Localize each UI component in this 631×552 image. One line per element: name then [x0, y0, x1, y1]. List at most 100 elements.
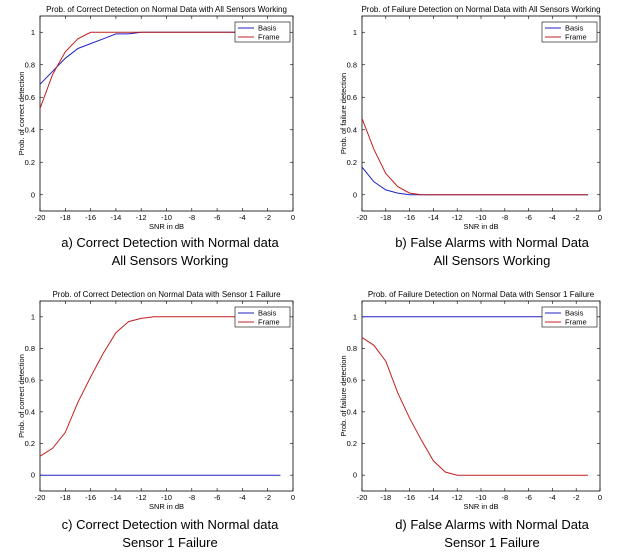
chart-a-ytick-label: 0 [31, 190, 35, 199]
chart-d-ytick-label: 0.8 [347, 344, 357, 353]
chart-a-xtick-label: -10 [161, 213, 172, 222]
chart-c-ytick-label: 0.6 [25, 376, 35, 385]
chart-a-xtick-label: -8 [188, 213, 195, 222]
chart-b-series-frame-line [361, 118, 589, 196]
chart-a-xtick-label: -18 [60, 213, 71, 222]
caption-b-line2: All Sensors Working [433, 253, 551, 268]
caption-b-line1: b) False Alarms with Normal Data [395, 235, 589, 250]
chart-b-xtick-label: -14 [428, 213, 439, 222]
chart-b-ytick-label: 1 [353, 28, 357, 37]
chart-b-legend-label-basis: Basis [565, 24, 584, 33]
chart-a-ytick-label: 0.2 [25, 158, 35, 167]
chart-a-xtick-label: -20 [35, 213, 46, 222]
chart-d-ytick-label: 1 [353, 312, 357, 321]
chart-b-title: Prob. of Failure Detection on Normal Dat… [361, 5, 600, 14]
chart-d-xtick-label: -14 [428, 493, 439, 502]
chart-d-xtick-label: -8 [501, 493, 508, 502]
chart-b-xtick-label: -20 [357, 213, 368, 222]
chart-d-xtick-label: -10 [476, 493, 487, 502]
chart-c-xtick-label: -14 [110, 493, 121, 502]
chart-c-xtick-label: -6 [214, 493, 221, 502]
chart-c-ylabel: Prob. of correct detection [17, 354, 26, 438]
caption-d-line2: Sensor 1 Failure [444, 535, 540, 550]
chart-c-xtick-label: -18 [60, 493, 71, 502]
chart-d-xtick-label: 0 [598, 493, 602, 502]
caption-d: d) False Alarms with Normal Data Sensor … [362, 516, 622, 552]
chart-b-ytick-label: 0.2 [347, 158, 357, 167]
chart-c-legend-label-frame: Frame [258, 318, 280, 327]
chart-b-xtick-label: -10 [476, 213, 487, 222]
chart-d-xtick-label: -16 [404, 493, 415, 502]
chart-d-xtick-label: -2 [573, 493, 580, 502]
chart-d-plot-area [361, 300, 601, 492]
chart-a-ylabel: Prob. of correct detection [17, 72, 26, 156]
chart-b-xtick-label: -4 [549, 213, 556, 222]
chart-d-ytick-label: 0.2 [347, 439, 357, 448]
chart-c-ytick-label: 0.4 [25, 407, 35, 416]
chart-c-legend-label-basis: Basis [258, 309, 277, 318]
chart-b-ytick-label: 0.4 [347, 125, 357, 134]
chart-d-ytick-label: 0 [353, 471, 357, 480]
chart-c-xlabel: SNR in dB [149, 502, 184, 511]
chart-c-ytick-label: 0 [31, 471, 35, 480]
caption-a-line2: All Sensors Working [111, 253, 229, 268]
chart-c-ytick-label: 0.2 [25, 439, 35, 448]
chart-d-xtick-label: -20 [357, 493, 368, 502]
chart-a-legend-label-basis: Basis [258, 24, 277, 33]
chart-b-xtick-label: -6 [525, 213, 532, 222]
chart-b-xlabel: SNR in dB [463, 222, 498, 231]
chart-d-xtick-label: -6 [525, 493, 532, 502]
caption-c-line1: c) Correct Detection with Normal data [61, 517, 279, 532]
chart-a-title: Prob. of Correct Detection on Normal Dat… [46, 5, 287, 14]
chart-a-xlabel: SNR in dB [149, 222, 184, 231]
chart-b-xtick-label: -16 [404, 213, 415, 222]
chart-b-ytick-label: 0.6 [347, 93, 357, 102]
chart-b-ylabel: Prob. of failure detection [339, 73, 348, 154]
chart-c-xtick-label: -16 [85, 493, 96, 502]
caption-a-line1: a) Correct Detection with Normal data [61, 235, 279, 250]
caption-b: b) False Alarms with Normal Data All Sen… [362, 234, 622, 270]
chart-b-plot-area [361, 15, 601, 212]
chart-d-xtick-label: -18 [380, 493, 391, 502]
chart-b-ytick-label: 0.8 [347, 60, 357, 69]
chart-b-legend-label-frame: Frame [565, 33, 587, 42]
chart-c-ytick-label: 0.8 [25, 344, 35, 353]
chart-c-xtick-label: 0 [291, 493, 295, 502]
chart-b-xtick-label: 0 [598, 213, 602, 222]
chart-c-xtick-label: -8 [188, 493, 195, 502]
chart-d-legend-label-basis: Basis [565, 309, 584, 318]
caption-d-line1: d) False Alarms with Normal Data [395, 517, 589, 532]
chart-b-xtick-label: -2 [573, 213, 580, 222]
chart-b: Prob. of Failure Detection on Normal Dat… [339, 5, 602, 231]
chart-b-xtick-label: -12 [452, 213, 463, 222]
chart-a-xtick-label: -14 [110, 213, 121, 222]
chart-a-xtick-label: -12 [136, 213, 147, 222]
chart-d-ytick-label: 0.6 [347, 376, 357, 385]
chart-c-xtick-label: -20 [35, 493, 46, 502]
chart-b-ytick-label: 0 [353, 190, 357, 199]
chart-a-xtick-label: 0 [291, 213, 295, 222]
chart-a: Prob. of Correct Detection on Normal Dat… [17, 5, 295, 231]
chart-a-legend-label-frame: Frame [258, 33, 280, 42]
chart-d-title: Prob. of Failure Detection on Normal Dat… [368, 290, 595, 299]
chart-a-ytick-label: 0.6 [25, 93, 35, 102]
caption-c-line2: Sensor 1 Failure [122, 535, 218, 550]
chart-b-xtick-label: -8 [501, 213, 508, 222]
chart-d-legend-label-frame: Frame [565, 318, 587, 327]
chart-d: Prob. of Failure Detection on Normal Dat… [339, 290, 602, 511]
chart-a-xtick-label: -2 [264, 213, 271, 222]
chart-c-title: Prob. of Correct Detection on Normal Dat… [52, 290, 281, 299]
chart-c-plot-area [39, 300, 294, 492]
chart-c: Prob. of Correct Detection on Normal Dat… [17, 290, 295, 511]
chart-a-xtick-label: -16 [85, 213, 96, 222]
chart-a-xtick-label: -6 [214, 213, 221, 222]
chart-d-xtick-label: -4 [549, 493, 556, 502]
chart-a-xtick-label: -4 [239, 213, 246, 222]
chart-c-xtick-label: -4 [239, 493, 246, 502]
caption-a: a) Correct Detection with Normal data Al… [40, 234, 300, 270]
